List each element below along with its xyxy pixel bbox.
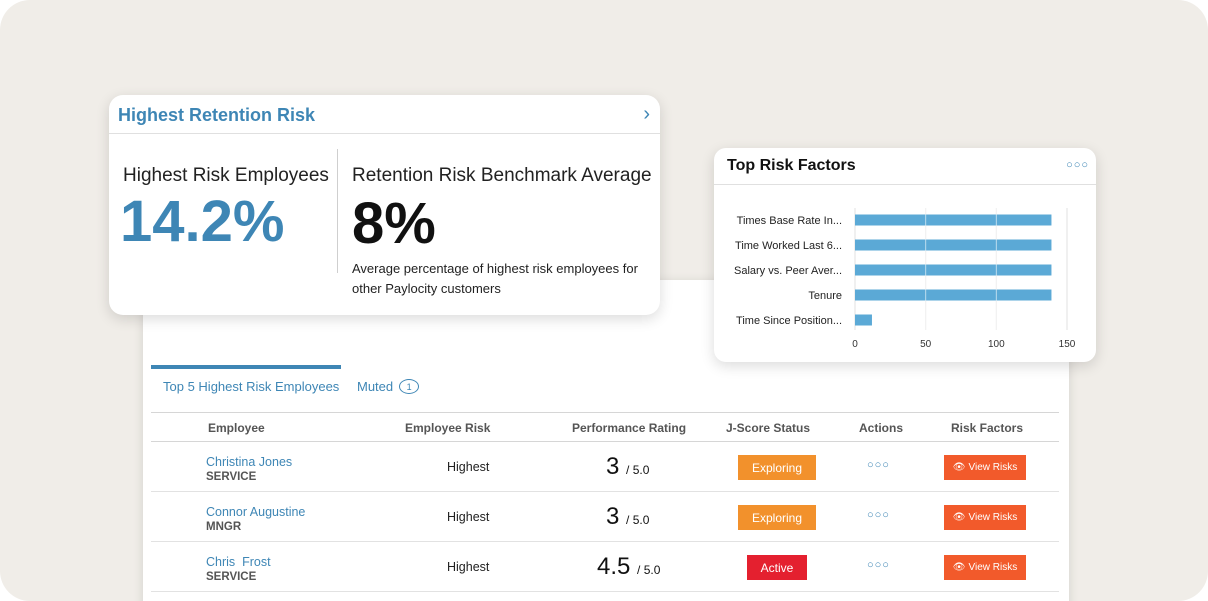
view-risks-button[interactable]: 👁 View Risks (944, 555, 1026, 580)
chart-bar (855, 314, 872, 326)
more-actions-icon[interactable]: ○○○ (867, 509, 890, 521)
chart-category-label: Time Worked Last 6... (735, 240, 842, 252)
employee-name-link[interactable]: Connor Augustine (206, 505, 306, 519)
view-risks-button[interactable]: 👁 View Risks (944, 505, 1026, 530)
view-risks-label: View Risks (968, 462, 1018, 473)
chart-bar (855, 214, 1052, 226)
top-risk-factors-card: Top Risk Factors ○○○ 0 50 100 150 Times Base… (714, 148, 1096, 362)
benchmark-description: Average percentage of highest risk emplo… (352, 261, 638, 296)
view-risks-label: View Risks (968, 512, 1018, 523)
chart-bar (855, 264, 1052, 276)
risk-factors-title: Top Risk Factors (727, 157, 856, 174)
performance-rating: 3 / 5.0 (606, 503, 649, 531)
status-badge: Exploring (738, 505, 816, 530)
employee-department: MNGR (206, 521, 242, 533)
view-risks-label: View Risks (968, 562, 1018, 573)
performance-rating: 3 / 5.0 (606, 453, 649, 481)
rating-max: / 5.0 (626, 513, 650, 527)
eye-icon: 👁 (952, 562, 966, 573)
more-actions-icon[interactable]: ○○○ (867, 459, 890, 471)
employee-risk-value: Highest (447, 510, 490, 524)
performance-rating: 4.5 / 5.0 (597, 553, 660, 581)
chart-category-label: Time Since Position... (736, 315, 842, 327)
employee-risk-value: Highest (447, 560, 490, 574)
employee-name-link[interactable]: Christina Jones (206, 455, 293, 469)
chart-bar (855, 289, 1052, 301)
eye-icon: 👁 (952, 512, 966, 523)
header-employee-risk: Employee Risk (405, 421, 491, 435)
employee-name-link[interactable]: Chris Frost (206, 555, 271, 569)
risk-factors-chart: 0 50 100 150 Times Base Rate In... Time Worke… (734, 208, 1076, 350)
chart-category-label: Salary vs. Peer Aver... (734, 265, 842, 277)
chart-tick-label: 150 (1059, 339, 1076, 350)
chart-category-label: Tenure (808, 290, 842, 302)
tab-bar: Top 5 Highest Risk Employees Muted 1 (151, 365, 1059, 400)
vertical-divider (337, 149, 338, 273)
chart-tick-label: 50 (920, 339, 932, 350)
active-tab-indicator (151, 365, 341, 369)
header-employee: Employee (208, 421, 265, 435)
status-badge: Exploring (738, 455, 816, 480)
tab-muted-label: Muted (357, 379, 394, 394)
table-row: Connor Augustine MNGR Highest 3 / 5.0 Ex… (151, 492, 1059, 542)
status-badge: Active (747, 555, 807, 580)
retention-risk-card: Highest Retention Risk › Highest Risk Em… (109, 95, 660, 315)
chart-category-label: Times Base Rate In... (737, 215, 842, 227)
chart-bar (855, 239, 1052, 251)
table-row: Chris Frost SERVICE Highest 4.5 / 5.0 Ac… (151, 542, 1059, 592)
more-actions-icon[interactable]: ○○○ (867, 559, 890, 571)
rating-max: / 5.0 (637, 563, 661, 577)
header-actions: Actions (859, 421, 904, 435)
table-row: Christina Jones SERVICE Highest 3 / 5.0 … (151, 442, 1059, 492)
employee-risk-value: Highest (447, 460, 490, 474)
header-performance-rating: Performance Rating (572, 421, 687, 435)
rating-max: / 5.0 (626, 463, 650, 477)
chevron-right-icon[interactable]: › (643, 103, 650, 125)
header-jscore-status: J-Score Status (726, 421, 811, 435)
highest-risk-label: Highest Risk Employees (123, 165, 329, 186)
rating-value: 4.5 (597, 553, 631, 580)
table-header: Employee Employee Risk Performance Ratin… (151, 412, 1059, 442)
tab-top5[interactable]: Top 5 Highest Risk Employees (163, 379, 340, 394)
benchmark-value: 8% (352, 191, 436, 256)
rating-value: 3 (606, 503, 620, 530)
employee-department: SERVICE (206, 471, 257, 483)
more-options-icon[interactable]: ○○○ (1066, 159, 1089, 171)
tab-muted[interactable]: Muted 1 (357, 379, 420, 394)
eye-icon: 👁 (952, 462, 966, 473)
view-risks-button[interactable]: 👁 View Risks (944, 455, 1026, 480)
chart-tick-label: 0 (852, 339, 858, 350)
divider (109, 133, 660, 134)
retention-card-title[interactable]: Highest Retention Risk (118, 105, 316, 125)
employee-department: SERVICE (206, 571, 257, 583)
benchmark-label: Retention Risk Benchmark Average (352, 165, 652, 186)
muted-count-badge: 1 (399, 379, 420, 394)
rating-value: 3 (606, 453, 620, 480)
header-risk-factors: Risk Factors (951, 421, 1024, 435)
chart-tick-label: 100 (988, 339, 1005, 350)
highest-risk-value: 14.2% (120, 189, 285, 254)
divider (714, 184, 1096, 185)
